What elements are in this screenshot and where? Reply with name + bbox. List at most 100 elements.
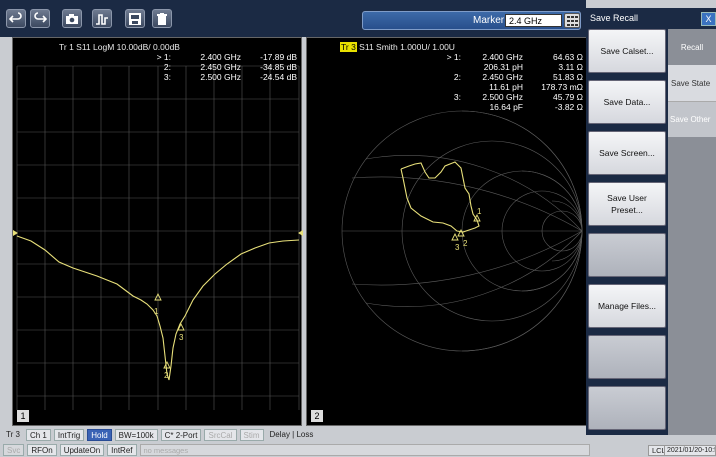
- redo-icon: [34, 11, 47, 23]
- ch1-marker-3-value: -24.54 dB: [260, 72, 297, 82]
- ch2-marker-3-sub2: -3.82 Ω: [554, 102, 583, 112]
- status-trigger[interactable]: IntTrig: [53, 429, 85, 441]
- marker-3-triangle: [177, 322, 185, 331]
- ch1-marker-3-id: 3:: [163, 72, 171, 82]
- smith-marker-3-triangle: [451, 232, 459, 241]
- camera-icon: [66, 13, 78, 24]
- tab-save-state[interactable]: Save State: [668, 65, 716, 101]
- ch2-marker-3-sub1: 16.64 pF: [489, 102, 523, 112]
- ch2-marker-2-sub2: 178.73 mΩ: [541, 82, 583, 92]
- side-tabs: Recall Save State Save Other: [668, 29, 716, 435]
- channel-2-title: S11 Smith 1.000U/ 1.00U: [359, 42, 455, 52]
- s11-logmag-trace: [16, 235, 300, 381]
- logmag-grid: [16, 65, 300, 410]
- save-recall-panel: Save Recall X Save Calset... Save Data..…: [586, 8, 716, 435]
- empty-softkey-5[interactable]: [588, 233, 666, 277]
- keypad-button[interactable]: [564, 13, 580, 28]
- channel-2-number: 2: [311, 410, 323, 422]
- ch2-marker-2-id: 2:: [453, 72, 461, 82]
- ch2-marker-3-id: 3:: [453, 92, 461, 102]
- ch1-marker-2-id: 2:: [163, 62, 171, 72]
- ch2-marker-3-value: 45.79 Ω: [553, 92, 583, 102]
- screenshot-button[interactable]: [62, 9, 82, 28]
- macro-icon: [96, 13, 108, 25]
- ref-marker-right: [298, 230, 303, 236]
- trash-icon: [157, 12, 167, 25]
- smith-marker-2-label: 2: [463, 239, 468, 248]
- marker-label: Marker 1: [473, 15, 513, 26]
- save-user-preset-button[interactable]: Save User Preset...: [588, 182, 666, 226]
- empty-softkey-7[interactable]: [588, 335, 666, 379]
- message-area: no messages: [139, 444, 590, 456]
- status-trace[interactable]: Tr 3: [6, 430, 20, 439]
- marker-frequency-input[interactable]: 2.4 GHz: [505, 14, 562, 27]
- status-stim[interactable]: Stim: [239, 429, 264, 441]
- save-screen-button[interactable]: Save Screen...: [588, 131, 666, 175]
- top-toolbar: Marker 1 2.4 GHz: [0, 0, 586, 37]
- status-intref[interactable]: IntRef: [107, 444, 137, 456]
- ch1-marker-1-value: -17.89 dB: [260, 52, 297, 62]
- panel-title: Save Recall: [590, 13, 639, 23]
- tab-save-other[interactable]: Save Other: [668, 101, 716, 137]
- manage-files-button[interactable]: Manage Files...: [588, 284, 666, 328]
- channel-1-window[interactable]: 1 2 3 Tr 1 S11 LogM 10.00dB/ 0.00dB > 1:…: [12, 37, 303, 426]
- smith-marker-3-label: 3: [455, 243, 460, 252]
- status-rfon[interactable]: RFOn: [27, 444, 57, 456]
- save-recall-button[interactable]: [125, 9, 145, 28]
- save-data-button[interactable]: Save Data...: [588, 80, 666, 124]
- chart-area: 1 2 3 Tr 1 S11 LogM 10.00dB/ 0.00dB > 1:…: [6, 37, 589, 426]
- marker-3-label: 3: [179, 333, 184, 342]
- ch2-marker-1-sub2: 3.11 Ω: [558, 62, 583, 72]
- redo-button[interactable]: [30, 9, 50, 28]
- ch1-marker-2-value: -34.85 dB: [260, 62, 297, 72]
- status-calibration[interactable]: C* 2-Port: [160, 429, 202, 441]
- ch2-marker-1-value: 64.63 Ω: [553, 52, 583, 62]
- smith-marker-2-triangle: [457, 228, 465, 237]
- ch1-marker-2-freq: 2.450 GHz: [200, 62, 241, 72]
- channel-1-title: Tr 1 S11 LogM 10.00dB/ 0.00dB: [59, 42, 180, 52]
- ref-marker-left: [13, 230, 18, 236]
- ch1-marker-1-freq: 2.400 GHz: [200, 52, 241, 62]
- status-update[interactable]: UpdateOn: [59, 444, 105, 456]
- status-bandwidth[interactable]: BW=100k: [114, 429, 158, 441]
- panel-close-button[interactable]: X: [701, 12, 716, 26]
- smith-chart: 1 2 3: [341, 110, 583, 352]
- save-calset-button[interactable]: Save Calset...: [588, 29, 666, 73]
- smith-grid: [341, 110, 583, 352]
- empty-softkey-8[interactable]: [588, 386, 666, 430]
- status-hold[interactable]: Hold: [87, 429, 112, 441]
- ch1-marker-3-freq: 2.500 GHz: [200, 72, 241, 82]
- trace-3-tag[interactable]: Tr 3: [340, 42, 357, 52]
- undo-icon: [9, 11, 22, 23]
- status-srccal[interactable]: SrcCal: [204, 429, 237, 441]
- ch2-marker-1-freq: 2.400 GHz: [482, 52, 523, 62]
- tab-recall[interactable]: Recall: [668, 29, 716, 65]
- close-icon: X: [705, 14, 712, 24]
- save-recall-icon: [129, 12, 141, 25]
- marker-control: Marker 1 2.4 GHz: [362, 11, 581, 30]
- macro-button[interactable]: [92, 9, 112, 28]
- channel-2-window[interactable]: 1 2 3 Tr 3 S11 Smith 1.000U/ 1.00U > 1: …: [306, 37, 589, 426]
- status-clock: 2021/01/20-10:54: [664, 445, 716, 456]
- ch2-marker-2-value: 51.83 Ω: [553, 72, 583, 82]
- ch2-marker-1-sub1: 206.31 pH: [483, 62, 523, 72]
- status-svc[interactable]: Svc: [3, 444, 25, 456]
- marker-1-triangle: [154, 292, 162, 301]
- delete-button[interactable]: [152, 9, 172, 28]
- keypad-icon: [566, 15, 578, 26]
- ch2-marker-1-id: > 1:: [446, 52, 461, 62]
- status-bar-top: Tr 3 Ch 1 IntTrig Hold BW=100k C* 2-Port…: [0, 428, 590, 442]
- undo-button[interactable]: [6, 9, 26, 28]
- smith-marker-1-label: 1: [477, 207, 482, 216]
- ch1-marker-1-id: > 1:: [156, 52, 171, 62]
- logmag-plot: 1 2 3: [13, 65, 303, 410]
- s11-smith-trace: [400, 161, 480, 233]
- status-bar-bottom: Svc RFOn UpdateOn IntRef no messages: [0, 443, 716, 457]
- ch2-marker-3-freq: 2.500 GHz: [482, 92, 523, 102]
- status-delay-loss[interactable]: Delay | Loss: [269, 430, 314, 439]
- marker-1-label: 1: [154, 307, 159, 316]
- marker-2-label: 2: [164, 371, 169, 380]
- status-channel[interactable]: Ch 1: [25, 429, 51, 441]
- channel-1-number: 1: [17, 410, 29, 422]
